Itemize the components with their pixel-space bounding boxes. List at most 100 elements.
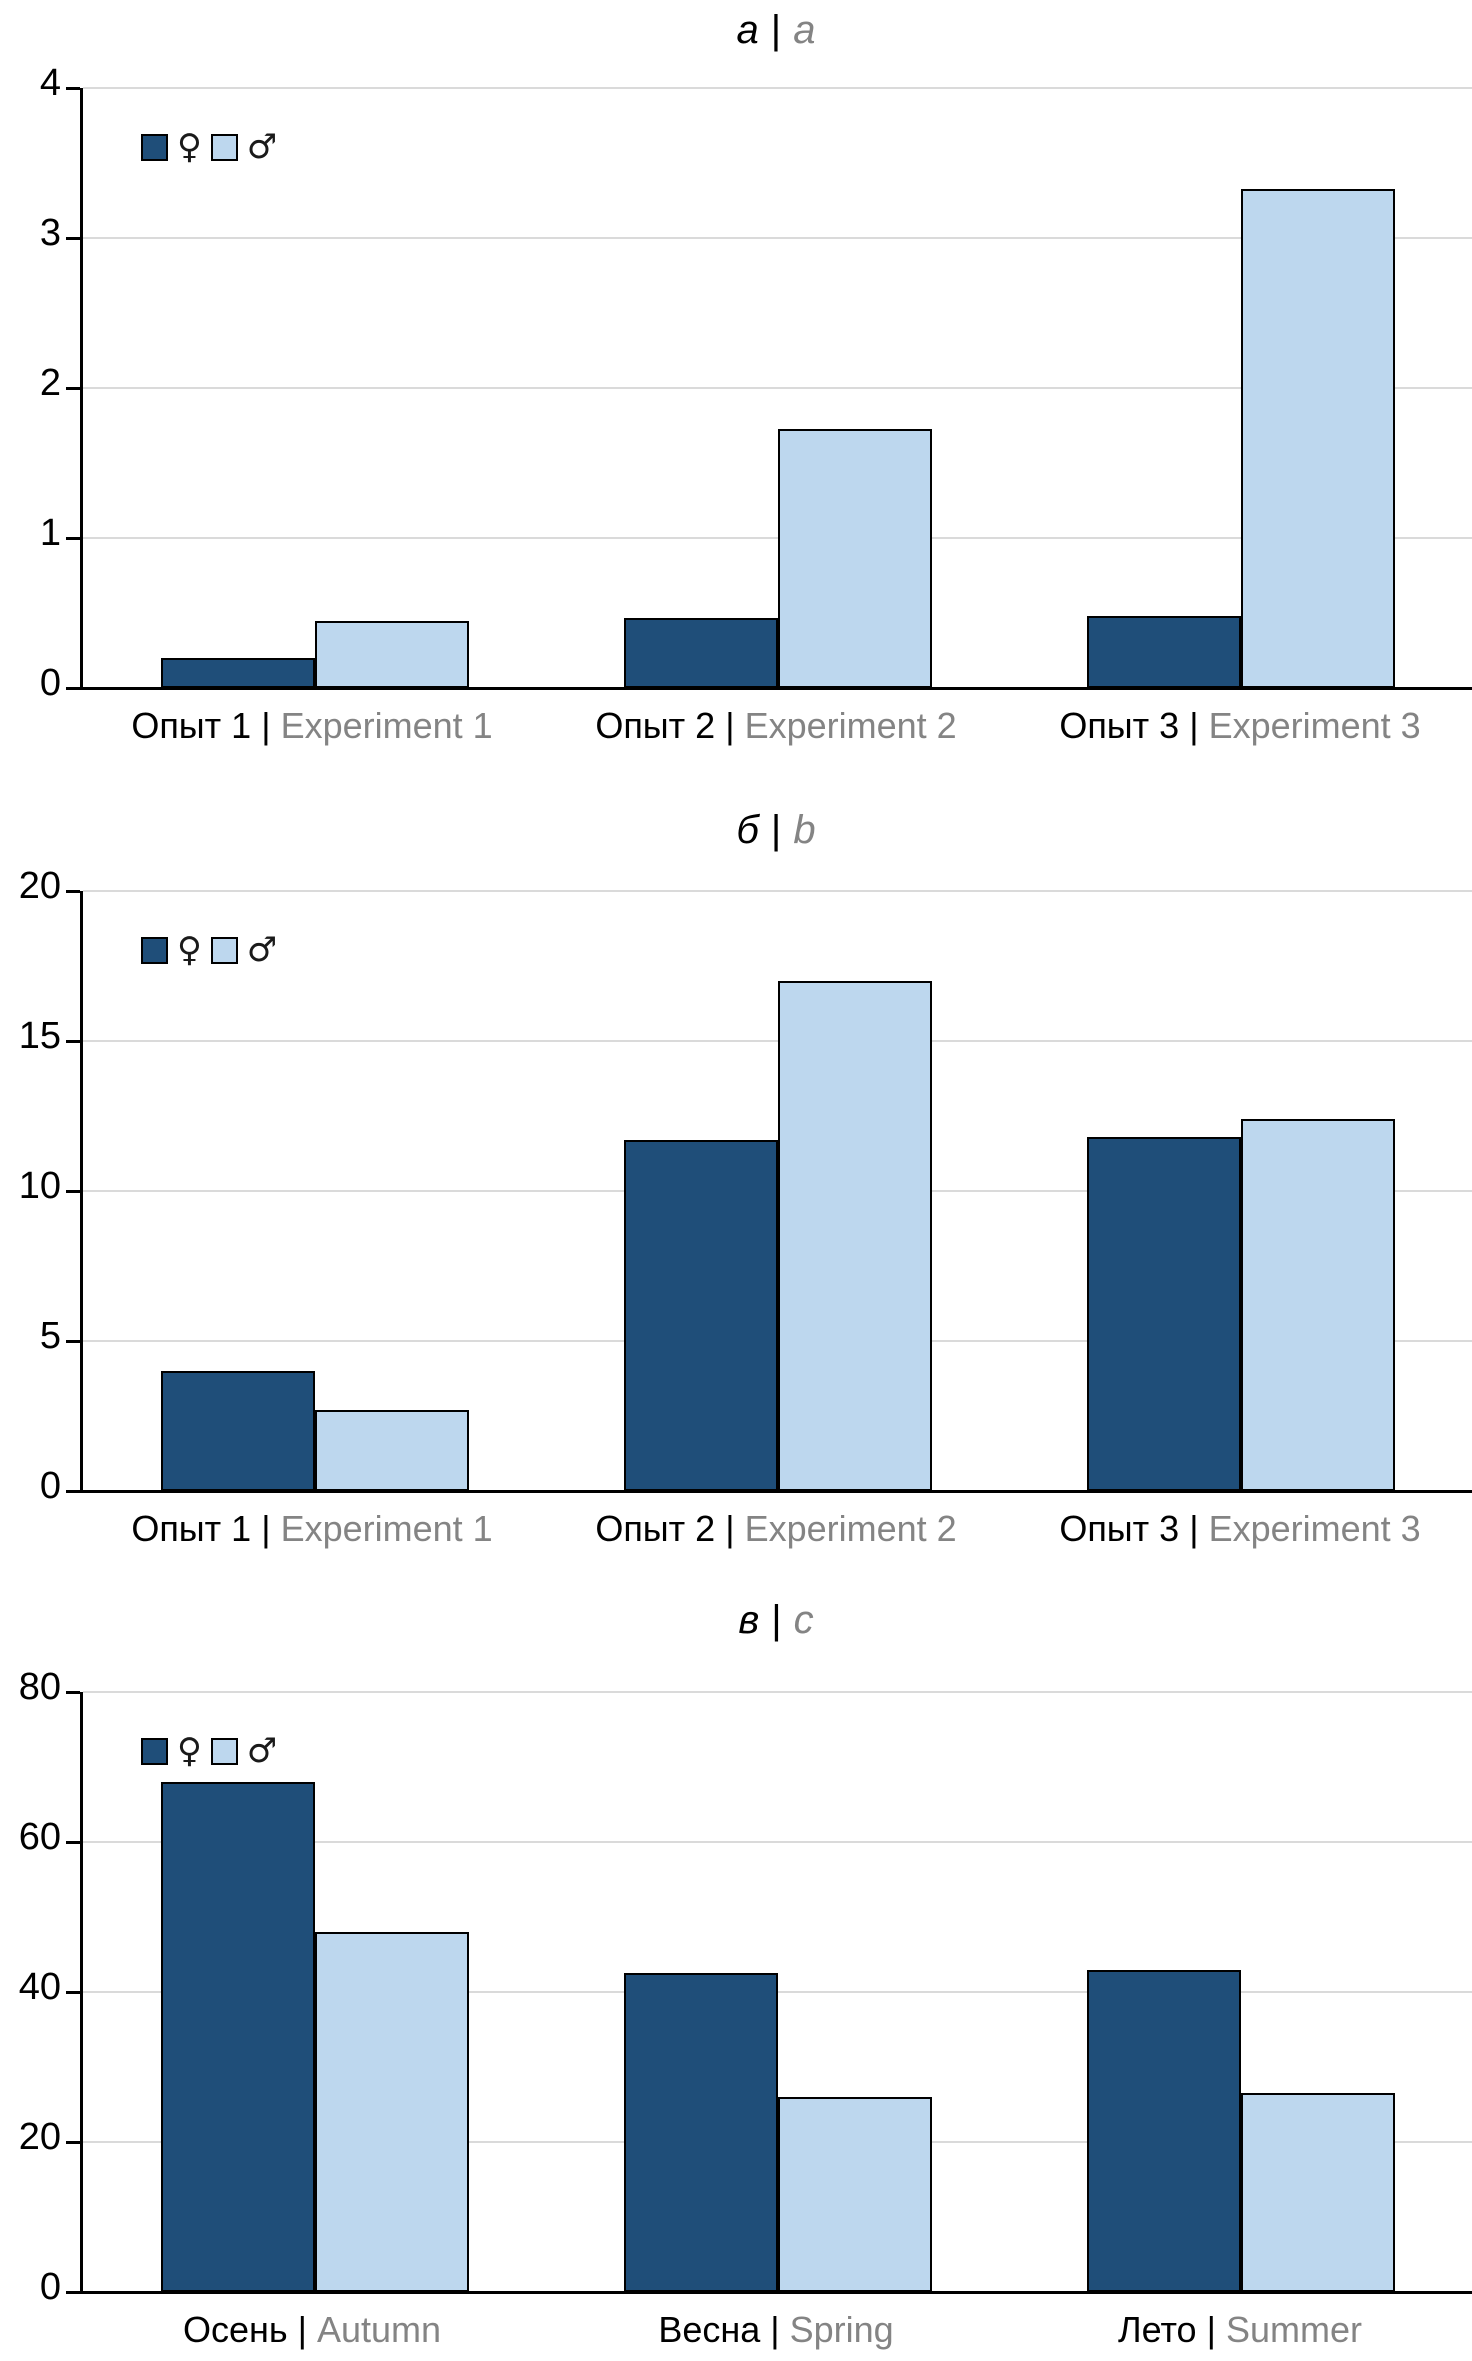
y-axis-tick-label: 0 <box>39 662 61 704</box>
panel-title-ru: в <box>738 1598 760 1642</box>
y-axis-tick-label: 0 <box>39 1465 61 1507</box>
category-label-en: Autumn <box>316 2309 442 2350</box>
y-axis-tick-label: 0 <box>39 2266 61 2308</box>
y-axis-tick-label: 10 <box>18 1165 61 1207</box>
bar-group <box>1009 88 1472 688</box>
bar-groups <box>83 891 1472 1491</box>
plot-area: 0 5 10 15 20 ♀ ♂ <box>19 867 1472 1505</box>
panel-title-ru: а <box>736 8 759 52</box>
bar-group <box>1009 891 1472 1491</box>
category-label-separator: | <box>297 2309 307 2350</box>
y-axis-tick-label: 1 <box>39 512 61 554</box>
x-axis-category-label: Осень | Autumn <box>80 2308 544 2351</box>
x-axis-line <box>80 2291 1472 2294</box>
category-label-en: Experiment 3 <box>1208 705 1421 746</box>
y-axis-tick <box>66 86 80 90</box>
plot-area: 0 1 2 3 4 ♀ ♂ <box>40 64 1472 702</box>
panel-title-separator: | <box>771 1598 782 1642</box>
category-label-ru: Опыт 2 <box>595 705 716 746</box>
y-axis-tick <box>66 1489 80 1493</box>
y-axis-tick <box>66 1840 80 1844</box>
legend-swatch-male <box>210 936 238 964</box>
bar-male <box>1240 188 1395 688</box>
legend-symbol-female: ♀ <box>177 127 202 167</box>
y-axis-tick <box>66 536 80 540</box>
y-axis-tick <box>66 1339 80 1343</box>
category-label-en: Experiment 1 <box>280 1508 493 1549</box>
x-axis-category-label: Опыт 3 | Experiment 3 <box>1008 1507 1472 1550</box>
x-axis-category-label: Опыт 1 | Experiment 1 <box>80 1507 544 1550</box>
category-label-ru: Опыт 3 <box>1059 705 1180 746</box>
x-axis-category-label: Опыт 3 | Experiment 3 <box>1008 704 1472 747</box>
category-label-en: Experiment 2 <box>744 1508 957 1549</box>
bar-female <box>160 1371 315 1491</box>
category-label-ru: Весна <box>658 2309 761 2350</box>
gridline <box>83 87 1472 89</box>
y-axis-tick-label: 2 <box>39 362 61 404</box>
bar-male <box>314 620 469 688</box>
panel-title-separator: | <box>770 8 782 52</box>
bar-female <box>623 1973 778 2292</box>
category-label-separator: | <box>725 705 735 746</box>
gridline <box>83 1841 1472 1843</box>
legend-symbol-female: ♀ <box>177 1731 202 1771</box>
y-axis-tick-label: 80 <box>18 1666 61 1708</box>
bar-group <box>546 891 1009 1491</box>
gridline <box>83 1691 1472 1693</box>
panel-title-en: a <box>793 8 816 52</box>
legend-symbol-female: ♀ <box>177 930 202 970</box>
chart-panel-a: а | a 0 1 2 3 4 ♀ ♂ Опыт 1 | Experiment 1 Опыт 2 | Expe… <box>0 0 1472 762</box>
bar-group <box>83 88 546 688</box>
y-axis-tick <box>66 236 80 240</box>
x-axis-category-label: Опыт 2 | Experiment 2 <box>544 1507 1008 1550</box>
bar-male <box>1240 2093 1395 2292</box>
bar-female <box>1086 1137 1241 1491</box>
category-label-separator: | <box>725 1508 735 1549</box>
bar-female <box>160 1782 315 2292</box>
category-label-ru: Опыт 1 <box>131 1508 252 1549</box>
bar-female <box>623 1140 778 1491</box>
bar-male <box>777 428 932 688</box>
bar-female <box>623 617 778 688</box>
chart-panel-b: б | b 0 5 10 15 20 ♀ ♂ Опыт 1 | Experiment 1 Опыт 2 | E… <box>0 762 1472 1568</box>
y-axis-tick-label: 20 <box>18 2116 61 2158</box>
category-label-en: Experiment 3 <box>1208 1508 1421 1549</box>
category-label-separator: | <box>1189 705 1199 746</box>
panel-title-ru: б <box>736 808 759 852</box>
x-axis-line <box>80 687 1472 690</box>
legend-swatch-male <box>210 1737 238 1765</box>
y-axis-tick <box>66 889 80 893</box>
legend-swatch-male <box>210 133 238 161</box>
category-label-ru: Лето <box>1118 2309 1197 2350</box>
gridline <box>83 237 1472 239</box>
panel-title: в | c <box>0 1568 1472 1692</box>
bar-male <box>1240 1119 1395 1491</box>
bar-groups <box>83 1692 1472 2292</box>
y-axis-tick <box>66 686 80 690</box>
y-axis-tick-label: 20 <box>18 865 61 907</box>
bar-male <box>777 981 932 1491</box>
bar-male <box>314 1932 469 2292</box>
panel-title: а | a <box>0 0 1472 88</box>
y-axis-tick <box>66 2140 80 2144</box>
x-axis-labels: Опыт 1 | Experiment 1 Опыт 2 | Experiment 2 Оп… <box>80 1491 1472 1550</box>
y-axis-tick-label: 40 <box>18 1966 61 2008</box>
category-label-en: Experiment 1 <box>280 705 493 746</box>
bar-female <box>1086 616 1241 688</box>
bar-female <box>160 658 315 688</box>
legend-symbol-male: ♂ <box>246 1731 278 1771</box>
category-label-en: Experiment 2 <box>744 705 957 746</box>
bar-male <box>777 2097 932 2292</box>
legend: ♀ ♂ <box>141 933 277 967</box>
category-label-en: Summer <box>1225 2309 1362 2350</box>
bar-group <box>83 891 546 1491</box>
y-axis-tick-label: 3 <box>39 212 61 254</box>
y-axis-tick-label: 4 <box>39 62 61 104</box>
category-label-separator: | <box>1189 1508 1199 1549</box>
y-axis-tick <box>66 2290 80 2294</box>
gridline <box>83 387 1472 389</box>
plot-area: 0 20 40 60 80 ♀ ♂ <box>19 1668 1472 2306</box>
legend-symbol-male: ♂ <box>246 930 278 970</box>
y-axis-tick-label: 60 <box>18 1816 61 1858</box>
x-axis-labels: Осень | Autumn Весна | Spring Лето | Summer <box>80 2292 1472 2351</box>
